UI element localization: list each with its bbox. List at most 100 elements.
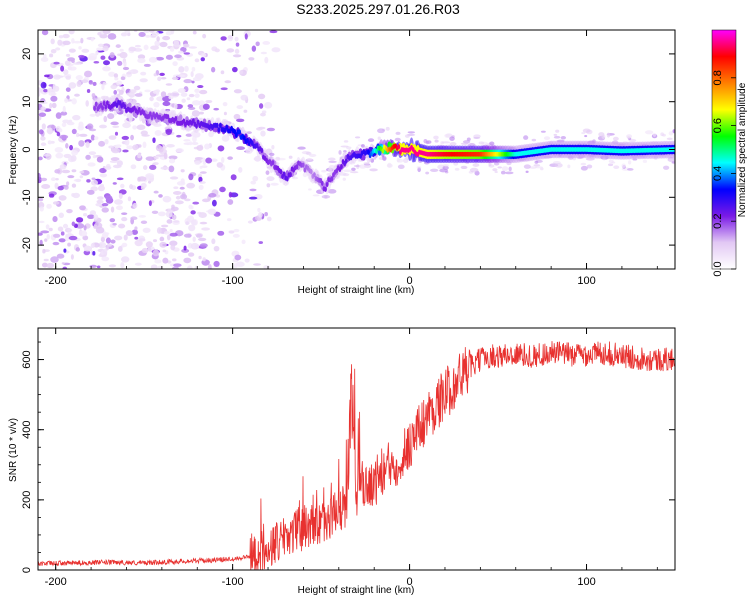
spectrogram-noise-cell [266, 127, 276, 132]
spectrogram-noise-cell [78, 134, 85, 137]
spectrogram-y-tick-label: 10 [21, 96, 33, 108]
spectrogram-noise-cell [40, 57, 49, 62]
spectrogram-noise-cell [50, 49, 57, 54]
spectrogram-noise-cell [96, 196, 104, 200]
spectrogram-noise-cell [132, 125, 137, 130]
spectrogram-noise-cell [257, 207, 261, 213]
spectrogram-noise-cell [258, 93, 266, 100]
spectrogram-noise-cell [327, 189, 337, 194]
spectrogram-noise-cell [126, 72, 132, 75]
spectrogram-noise-cell [202, 257, 206, 262]
spectrogram-noise-cell [179, 186, 185, 190]
spectrogram-noise-cell [211, 238, 216, 245]
spectrogram-noise-cell [58, 238, 66, 243]
spectrogram-noise-cell [338, 150, 342, 155]
spectrogram-noise-cell [78, 230, 88, 237]
spectrogram-noise-cell [158, 194, 163, 198]
spectrogram-noise-cell [75, 217, 84, 223]
spectrogram-noise-cell [173, 186, 179, 190]
spectrogram-noise-cell [141, 247, 149, 254]
spectrogram-noise-cell [58, 35, 64, 39]
spectrogram-noise-cell [120, 32, 128, 37]
spectrogram-noise-cell [169, 228, 173, 233]
spectrogram-noise-cell [205, 99, 213, 104]
spectrogram-noise-cell [69, 144, 74, 151]
spectrogram-noise-cell [133, 30, 138, 33]
spectrogram-noise-cell [97, 43, 104, 48]
spectrogram-noise-cell [667, 158, 674, 162]
spectrogram-y-tick-label: 0 [21, 146, 33, 152]
spectrogram-noise-cell [270, 182, 279, 186]
spectrogram-noise-cell [429, 168, 439, 172]
spectrogram-noise-cell [239, 70, 244, 75]
spectrogram-noise-cell [41, 30, 49, 36]
spectrogram-noise-cell [199, 89, 208, 95]
snr-x-tick-label: -200 [45, 576, 67, 588]
spectrogram-noise-cell [142, 165, 148, 170]
spectrogram-x-tick-label: -200 [45, 275, 67, 287]
spectrogram-noise-cell [75, 75, 83, 81]
spectrogram-noise-cell [89, 113, 96, 117]
spectrogram-noise-cell [234, 254, 242, 261]
spectrogram-noise-cell [156, 36, 160, 42]
spectrogram-noise-cell [88, 80, 93, 85]
spectrogram-noise-cell [143, 30, 151, 33]
spectrogram-noise-cell [140, 71, 147, 76]
spectrogram-noise-cell [233, 228, 240, 233]
spectrogram-noise-cell [567, 164, 571, 169]
spectrogram-noise-cell [196, 144, 204, 151]
spectrogram-noise-cell [180, 169, 185, 173]
spectrogram-noise-cell [494, 171, 498, 174]
spectrogram-noise-cell [137, 153, 142, 159]
spectrogram-noise-cell [586, 164, 593, 169]
spectrogram-noise-cell [58, 212, 64, 219]
spectrogram-noise-cell [192, 135, 197, 143]
spectrogram-noise-cell [132, 144, 139, 151]
spectrogram-noise-cell [321, 169, 327, 173]
spectrogram-noise-cell [244, 258, 250, 263]
spectrogram-noise-cell [197, 85, 204, 89]
spectrogram-noise-cell [176, 134, 182, 138]
spectrogram-noise-cell [222, 102, 228, 107]
spectrogram-noise-cell [117, 60, 123, 66]
spectrogram-noise-cell [417, 167, 421, 173]
spectrogram-noise-cell [122, 66, 130, 71]
spectrogram-noise-cell [153, 190, 159, 194]
spectrogram-noise-cell [148, 30, 155, 33]
spectrogram-noise-cell [38, 88, 44, 93]
spectrogram-noise-cell [97, 185, 105, 192]
spectrogram-noise-cell [165, 128, 172, 135]
spectrogram-noise-cell [166, 144, 175, 148]
spectrogram-noise-cell [114, 131, 119, 136]
colorbar-gradient [711, 29, 737, 270]
spectrogram-noise-cell [191, 80, 195, 84]
spectrogram-noise-cell [175, 195, 181, 200]
snr-axes: -200 -100 0 100 0 200 400 600 [21, 328, 675, 588]
spectrogram-cell [324, 186, 327, 192]
spectrogram-noise-cell [183, 139, 191, 142]
spectrogram-noise-cell [180, 193, 188, 200]
spectrogram-noise-cell [173, 263, 182, 267]
spectrogram-noise-cell [249, 188, 257, 192]
spectrogram-noise-cell [101, 83, 105, 91]
spectrogram-noise-cell [160, 166, 170, 170]
spectrogram-noise-cell [42, 248, 46, 254]
spectrogram-noise-cell [598, 132, 605, 137]
spectrogram-noise-cell [123, 60, 127, 68]
spectrogram-noise-cell [306, 158, 313, 161]
spectrogram-noise-cell [214, 48, 220, 53]
spectrogram-noise-cell [149, 96, 154, 102]
spectrogram-cell [94, 101, 98, 107]
spectrogram-noise-cell [101, 202, 109, 207]
snr-panel: -200 -100 0 100 0 200 400 600 Height of straigh… [8, 327, 676, 596]
spectrogram-noise-cell [162, 249, 167, 253]
spectrogram-noise-cell [155, 154, 165, 157]
spectrogram-noise-cell [98, 241, 107, 249]
spectrogram-noise-cell [40, 177, 48, 182]
snr-y-tick-label: 200 [21, 491, 33, 509]
spectrogram-noise-cell [173, 103, 178, 110]
spectrogram-noise-cell [226, 218, 232, 222]
spectrogram-noise-cell [228, 230, 235, 234]
spectrogram-noise-cell [666, 137, 673, 141]
